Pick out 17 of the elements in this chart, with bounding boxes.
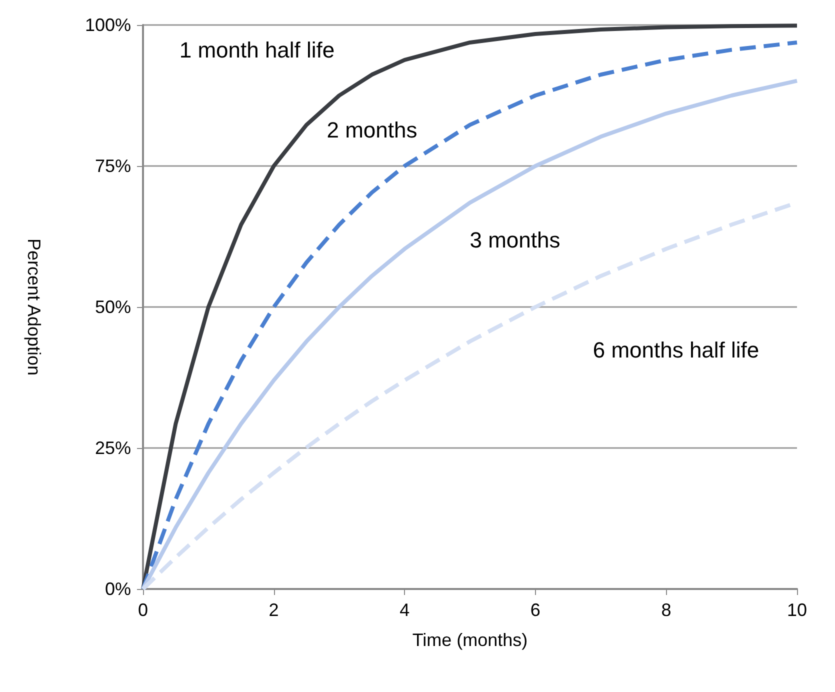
y-tick-label: 75% <box>94 156 131 176</box>
x-tick-label: 4 <box>400 600 410 620</box>
y-tick-label: 50% <box>94 297 131 317</box>
annotation: 1 month half life <box>179 38 335 62</box>
y-axis-title: Percent Adoption <box>24 238 44 376</box>
annotation: 2 months <box>326 118 418 142</box>
x-tick-label: 6 <box>530 600 540 620</box>
x-axis-title: Time (months) <box>412 630 528 650</box>
y-tick-label: 25% <box>94 438 131 458</box>
y-tick-label: 100% <box>84 15 131 35</box>
x-tick-label: 2 <box>268 600 279 620</box>
annotation: 3 months <box>470 228 560 252</box>
x-tick-label: 8 <box>661 600 672 620</box>
annotation: 6 months half life <box>592 338 760 362</box>
y-tick-label: 0% <box>104 579 131 599</box>
x-tick-label: 0 <box>138 600 148 620</box>
x-tick-label: 10 <box>786 600 808 620</box>
